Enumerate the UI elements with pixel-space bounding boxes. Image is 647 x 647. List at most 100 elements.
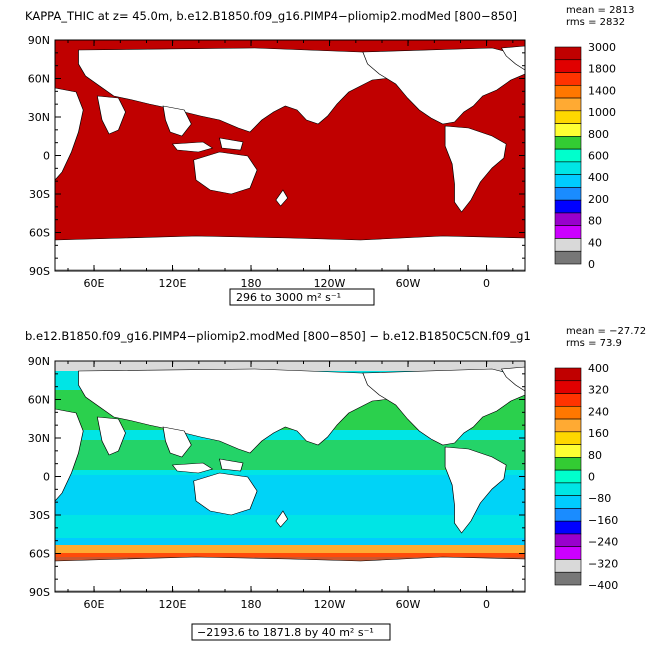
colorbar-label: 400 [588,171,609,184]
colorbar-label: −240 [588,536,618,549]
colorbar-swatch [554,46,582,61]
lat-tick-label: 90S [29,586,50,599]
lon-tick-label: 60E [84,277,105,290]
colorbar-label: 1400 [588,84,616,97]
bottom-colorbar: 400 320 240 160 80 0 −80 −160 −240 −320 −400 [554,362,618,592]
colorbar-swatch [554,250,582,265]
lon-tick-label: 180 [241,277,262,290]
bottom-range-box [191,623,391,641]
top-axis-ticks: 90N 60N 30N 0 30S 60S 90S 60E 120E 180 120W 60W 0 [28,34,525,290]
colorbar-swatch [554,110,582,124]
lat-tick-label: 90N [28,34,50,47]
colorbar-swatch [554,418,582,433]
colorbar-swatch [554,546,582,560]
colorbar-swatch [554,212,582,227]
colorbar-swatch [554,174,582,188]
colorbar-label: 80 [588,215,602,228]
colorbar-label: 40 [588,236,602,249]
colorbar-swatch [554,123,582,137]
colorbar-label: 400 [588,362,609,375]
colorbar-swatch [554,136,582,150]
bottom-axis-ticks: 90N 60N 30N 0 30S 60S 90S 60E 120E 180 120W 60W 0 [28,355,525,611]
lat-tick-label: 60S [29,548,50,561]
colorbar-swatch [554,457,582,471]
colorbar-swatch [554,380,582,394]
lat-tick-label: 60N [28,394,50,407]
lat-tick-label: 0 [43,471,50,484]
bottom-panel: b.e12.B1850.f09_g16.PIMP4−pliomip2.modMe… [25,326,646,641]
top-panel-title: KAPPA_THIC at z= 45.0m, b.e12.B1850.f09_… [25,9,517,23]
lon-tick-label: 60E [84,598,105,611]
colorbar-swatch [554,72,582,86]
top-panel: KAPPA_THIC at z= 45.0m, b.e12.B1850.f09_… [25,5,635,306]
colorbar-label: 160 [588,427,609,440]
lon-tick-label: 120W [314,277,346,290]
colorbar-label: 0 [588,258,595,271]
lat-tick-label: 90S [29,265,50,278]
lat-tick-label: 30N [28,111,50,124]
colorbar-swatch [554,444,582,458]
lon-tick-label: 180 [241,598,262,611]
lon-tick-label: 60W [396,598,421,611]
colorbar-swatch [554,393,582,407]
lon-tick-label: 0 [483,277,490,290]
colorbar-swatch [554,495,582,509]
colorbar-swatch [554,469,582,484]
colorbar-label: 1000 [588,106,616,119]
colorbar-label: 800 [588,128,609,141]
lat-tick-label: 30S [29,509,50,522]
bottom-panel-rms: rms = 73.9 [566,338,622,349]
lat-tick-label: 30N [28,432,50,445]
lat-tick-label: 30S [29,188,50,201]
colorbar-swatch [554,508,582,522]
colorbar-swatch [554,533,582,548]
colorbar-swatch [554,482,582,496]
bottom-panel-title: b.e12.B1850.f09_g16.PIMP4−pliomip2.modMe… [25,329,531,343]
lat-tick-label: 90N [28,355,50,368]
colorbar-label: 200 [588,193,609,206]
lat-tick-label: 60S [29,227,50,240]
colorbar-swatch [554,59,582,73]
colorbar-label: −160 [588,514,618,527]
colorbar-swatch [554,187,582,201]
top-map [55,40,525,271]
top-range-text: 296 to 3000 m² s⁻¹ [236,291,341,304]
colorbar-swatch [554,238,582,252]
bottom-range-text: −2193.6 to 1871.8 by 40 m² s⁻¹ [197,626,374,639]
colorbar-label: 600 [588,150,609,163]
lon-tick-label: 0 [483,598,490,611]
colorbar-label: 80 [588,449,602,462]
colorbar-swatch [554,405,582,420]
lon-tick-label: 120E [159,277,187,290]
top-range-box [229,288,375,306]
lat-tick-label: 60N [28,73,50,86]
colorbar-label: 240 [588,405,609,418]
top-panel-mean: mean = 2813 [566,5,635,16]
colorbar-label: −320 [588,557,618,570]
bottom-panel-mean: mean = −27.72 [566,326,646,337]
colorbar-swatch [554,520,582,535]
colorbar-swatch [554,97,582,112]
colorbar-swatch [554,431,582,445]
lon-tick-label: 60W [396,277,421,290]
colorbar-swatch [554,571,582,586]
colorbar-swatch [554,225,582,239]
bottom-map [55,361,525,592]
lat-tick-label: 0 [43,150,50,163]
colorbar-swatch [554,199,582,214]
colorbar-label: 0 [588,471,595,484]
colorbar-label: −80 [588,492,611,505]
top-panel-rms: rms = 2832 [566,17,625,28]
colorbar-label: 320 [588,384,609,397]
colorbar-swatch [554,367,582,382]
lon-tick-label: 120E [159,598,187,611]
colorbar-swatch [554,148,582,163]
colorbar-swatch [554,84,582,99]
colorbar-label: 3000 [588,41,616,54]
colorbar-label: −400 [588,579,618,592]
colorbar-label: 1800 [588,63,616,76]
colorbar-swatch [554,559,582,573]
lon-tick-label: 120W [314,598,346,611]
